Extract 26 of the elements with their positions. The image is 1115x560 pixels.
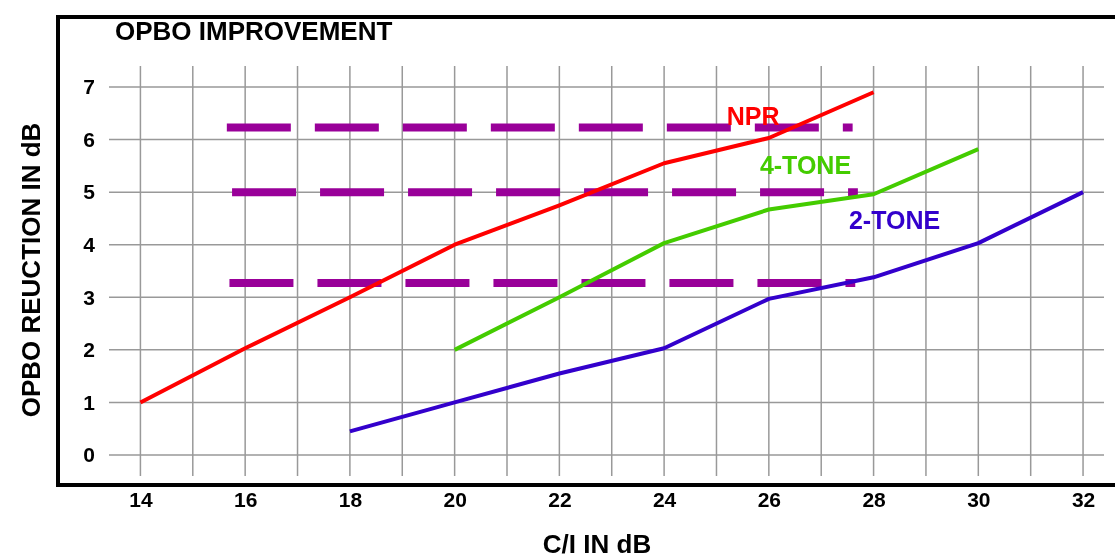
line-series bbox=[452, 147, 981, 352]
x-tick-label: 18 bbox=[338, 487, 363, 511]
y-tick-label: 3 bbox=[83, 285, 95, 309]
x-tick-label: 30 bbox=[967, 487, 991, 511]
x-tick-label: 28 bbox=[862, 487, 887, 511]
x-tick-label: 22 bbox=[548, 487, 572, 511]
y-tick-label: 2 bbox=[83, 338, 95, 362]
x-tick-label: 16 bbox=[233, 487, 258, 511]
series-label: NPR bbox=[726, 101, 780, 130]
y-tick-label: 5 bbox=[83, 180, 96, 204]
y-tick-label: 6 bbox=[83, 127, 95, 151]
chart-title: OPBO IMPROVEMENT bbox=[115, 16, 393, 46]
series-label: 4-TONE bbox=[759, 150, 852, 179]
line-series bbox=[347, 190, 1086, 434]
x-axis-title: C/I IN dB bbox=[542, 529, 652, 559]
y-tick-label: 7 bbox=[83, 75, 95, 99]
x-tick-label: 14 bbox=[129, 487, 153, 511]
y-axis-title: OPBO REUCTION IN dB bbox=[16, 122, 46, 418]
x-tick-label: 26 bbox=[757, 487, 782, 511]
x-tick-label: 20 bbox=[443, 487, 467, 511]
y-tick-label: 1 bbox=[83, 390, 96, 414]
y-tick-label: 4 bbox=[83, 232, 96, 256]
series-label: 2-TONE bbox=[848, 205, 941, 234]
x-tick-label: 24 bbox=[652, 487, 677, 511]
y-tick-label: 0 bbox=[83, 443, 95, 467]
x-tick-label: 32 bbox=[1071, 487, 1096, 511]
